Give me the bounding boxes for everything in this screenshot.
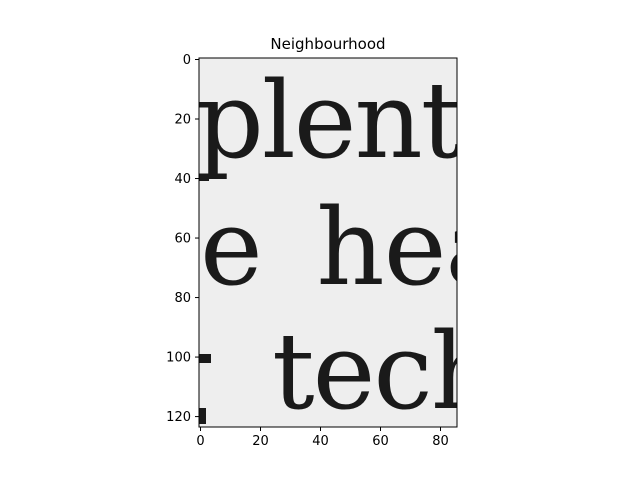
- y-tick-label: 60: [174, 232, 191, 247]
- chart-title: Neighbourhood: [270, 35, 385, 53]
- x-tick-label: 20: [252, 434, 269, 449]
- x-tick-label: 60: [372, 434, 389, 449]
- y-tick-label: 120: [166, 410, 191, 425]
- plot-frame: [198, 57, 458, 428]
- y-tick-label: 80: [174, 291, 191, 306]
- y-tick-label: 40: [174, 172, 191, 187]
- y-tick-label: 0: [183, 53, 191, 68]
- x-axis: 0 20 40 60 80: [196, 427, 449, 449]
- image-fragment-mark: [199, 408, 206, 424]
- image-text-line-2: e hea: [200, 186, 508, 309]
- y-tick-label: 20: [174, 113, 191, 128]
- image-fragment-mark: [199, 175, 209, 181]
- image-fragment-mark: [199, 354, 211, 363]
- y-axis: 0 20 40 60 80 100 120: [166, 53, 199, 425]
- x-tick-label: 40: [312, 434, 329, 449]
- y-tick-label: 100: [166, 351, 191, 366]
- image-content: plenty e hea tech: [196, 58, 521, 433]
- image-text-line-3: tech: [272, 310, 497, 433]
- image-text-line-1: plenty: [196, 59, 521, 182]
- x-tick-label: 0: [196, 434, 204, 449]
- image-background: [199, 58, 457, 427]
- x-tick-label: 80: [432, 434, 449, 449]
